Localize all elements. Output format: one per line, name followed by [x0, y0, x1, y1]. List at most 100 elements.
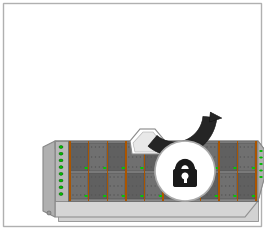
Circle shape	[214, 146, 215, 148]
Circle shape	[84, 185, 85, 187]
Circle shape	[121, 194, 122, 196]
Circle shape	[110, 185, 111, 187]
Circle shape	[154, 185, 156, 187]
Circle shape	[240, 156, 241, 158]
Circle shape	[233, 166, 234, 168]
Circle shape	[91, 185, 92, 187]
Circle shape	[136, 194, 137, 196]
Bar	[125, 141, 126, 201]
Circle shape	[177, 146, 178, 148]
Ellipse shape	[121, 195, 125, 197]
Circle shape	[184, 185, 185, 187]
Bar	[107, 143, 125, 171]
Circle shape	[140, 185, 141, 187]
Circle shape	[102, 146, 104, 148]
Circle shape	[184, 176, 185, 178]
Circle shape	[229, 194, 230, 196]
Circle shape	[102, 156, 104, 158]
Circle shape	[233, 156, 234, 158]
Circle shape	[99, 156, 100, 158]
Circle shape	[91, 146, 92, 148]
Circle shape	[182, 172, 188, 180]
Circle shape	[244, 176, 245, 178]
Bar	[219, 143, 237, 171]
Circle shape	[80, 185, 81, 187]
Circle shape	[132, 185, 133, 187]
Ellipse shape	[84, 195, 88, 197]
Ellipse shape	[59, 159, 63, 162]
Polygon shape	[55, 141, 264, 149]
Circle shape	[214, 176, 215, 178]
Bar	[218, 141, 219, 201]
Circle shape	[91, 176, 92, 178]
Circle shape	[117, 166, 119, 168]
Circle shape	[117, 176, 119, 178]
Circle shape	[233, 176, 234, 178]
Circle shape	[102, 194, 104, 196]
Circle shape	[192, 146, 193, 148]
Ellipse shape	[196, 167, 199, 169]
Circle shape	[113, 176, 115, 178]
Circle shape	[177, 194, 178, 196]
Circle shape	[158, 194, 160, 196]
Circle shape	[202, 185, 204, 187]
Circle shape	[140, 176, 141, 178]
Ellipse shape	[259, 169, 263, 172]
Circle shape	[221, 194, 223, 196]
Circle shape	[221, 176, 223, 178]
Polygon shape	[258, 141, 264, 201]
Circle shape	[251, 194, 253, 196]
Circle shape	[150, 185, 152, 187]
Ellipse shape	[59, 193, 63, 195]
Circle shape	[188, 185, 189, 187]
Ellipse shape	[215, 167, 218, 169]
Circle shape	[132, 176, 133, 178]
Circle shape	[229, 156, 230, 158]
Circle shape	[247, 166, 249, 168]
Circle shape	[188, 194, 189, 196]
Circle shape	[150, 146, 152, 148]
Polygon shape	[55, 141, 68, 201]
Circle shape	[154, 146, 156, 148]
Circle shape	[173, 166, 175, 168]
Circle shape	[121, 176, 122, 178]
Circle shape	[76, 185, 78, 187]
Circle shape	[80, 166, 81, 168]
Circle shape	[132, 156, 133, 158]
Circle shape	[196, 146, 197, 148]
Circle shape	[210, 156, 212, 158]
Circle shape	[158, 185, 160, 187]
Circle shape	[196, 185, 197, 187]
Circle shape	[99, 146, 100, 148]
Polygon shape	[55, 141, 264, 201]
Ellipse shape	[233, 167, 237, 169]
Circle shape	[221, 166, 223, 168]
Circle shape	[240, 185, 241, 187]
Circle shape	[244, 194, 245, 196]
Circle shape	[102, 176, 104, 178]
Circle shape	[225, 166, 226, 168]
Circle shape	[202, 194, 204, 196]
Circle shape	[165, 146, 167, 148]
Circle shape	[192, 156, 193, 158]
Circle shape	[206, 166, 208, 168]
Polygon shape	[148, 116, 217, 156]
Circle shape	[110, 194, 111, 196]
Circle shape	[117, 185, 119, 187]
Ellipse shape	[177, 195, 181, 197]
Circle shape	[72, 185, 74, 187]
Circle shape	[192, 176, 193, 178]
Circle shape	[196, 194, 197, 196]
Circle shape	[221, 185, 223, 187]
Circle shape	[140, 146, 141, 148]
Circle shape	[121, 166, 122, 168]
Circle shape	[128, 176, 130, 178]
Circle shape	[214, 166, 215, 168]
Circle shape	[173, 156, 175, 158]
Circle shape	[110, 176, 111, 178]
Circle shape	[158, 166, 160, 168]
Ellipse shape	[103, 167, 106, 169]
Circle shape	[206, 185, 208, 187]
Circle shape	[210, 185, 212, 187]
Circle shape	[113, 185, 115, 187]
